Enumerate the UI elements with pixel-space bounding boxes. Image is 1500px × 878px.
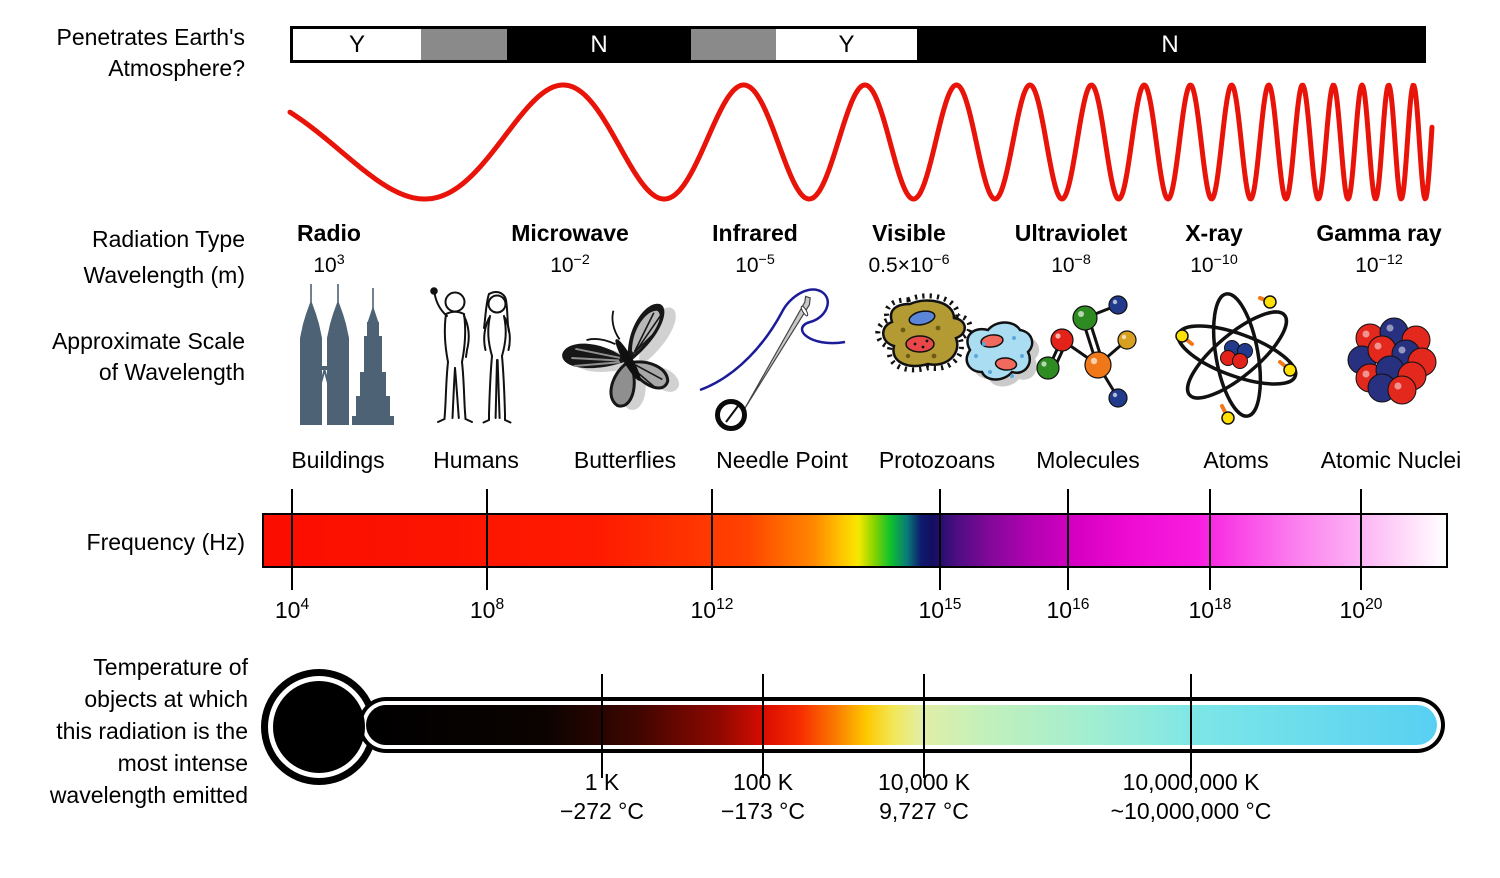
frequency-tick-7 — [1360, 489, 1362, 590]
temperature-celsius-1: −272 °C — [559, 798, 644, 824]
needle-icon — [699, 288, 846, 431]
object-label-molecules: Molecules — [1036, 447, 1140, 473]
atmosphere-segment-n1: N — [507, 29, 691, 60]
frequency-spectrum-bar — [262, 513, 1448, 568]
radiation-type-label: Radiation Type — [91, 226, 245, 252]
frequency-value-1: 104 — [274, 596, 310, 623]
frequency-tick-1 — [291, 489, 293, 590]
atmosphere-segment-gray1 — [421, 29, 507, 60]
butterfly-icon — [562, 303, 680, 410]
molecule-icon — [1036, 295, 1137, 408]
wavelength-ultraviolet: 10−8 — [1051, 252, 1091, 277]
frequency-tick-2 — [486, 489, 488, 590]
wavelength-microwave: 10−2 — [550, 252, 590, 277]
atmosphere-segment-y1: Y — [293, 29, 421, 60]
protozoans-icon — [875, 293, 1040, 387]
buildings-icon — [300, 284, 394, 425]
temperature-celsius-4: ~10,000,000 °C — [1110, 798, 1272, 824]
atom-icon — [1175, 292, 1298, 425]
band-name-gammaray: Gamma ray — [1316, 220, 1442, 246]
atmosphere-segment-gray2 — [691, 29, 776, 60]
radiation-caption: Radiation Type Wavelength (m) — [0, 221, 245, 293]
wavelength-label: Wavelength (m) — [83, 262, 245, 288]
band-name-ultraviolet: Ultraviolet — [1014, 220, 1128, 246]
wavelength-infrared: 10−5 — [735, 252, 775, 277]
scale-caption-line1: Approximate Scale — [51, 328, 245, 354]
object-label-atoms: Atoms — [1203, 447, 1269, 473]
frequency-tick-3 — [711, 489, 713, 590]
temperature-tick-2 — [762, 674, 764, 778]
band-name-infrared: Infrared — [712, 220, 798, 246]
wavelength-radio: 103 — [313, 252, 345, 277]
temperature-celsius-2: −173 °C — [720, 798, 805, 824]
frequency-value-7: 1020 — [1339, 596, 1383, 623]
atmosphere-segment-y2: Y — [776, 29, 917, 60]
frequency-tick-4 — [939, 489, 941, 590]
atmosphere-caption-line1: Penetrates Earth's — [56, 24, 246, 50]
temperature-celsius-3: 9,727 °C — [879, 798, 969, 824]
temperature-tick-1 — [601, 674, 603, 778]
frequency-value-4: 1015 — [918, 596, 962, 623]
band-name-xray: X-ray — [1185, 220, 1243, 246]
frequency-value-5: 1016 — [1046, 596, 1090, 623]
wavelength-visible: 0.5×10−6 — [868, 252, 950, 277]
em-wave — [287, 82, 1435, 202]
frequency-value-2: 108 — [469, 596, 505, 623]
scale-caption: Approximate Scale of Wavelength — [0, 326, 245, 388]
frequency-caption: Frequency (Hz) — [86, 529, 245, 555]
temperature-caption: Temperature of objects at which this rad… — [49, 654, 248, 808]
frequency-value-6: 1018 — [1188, 596, 1232, 623]
thermometer — [261, 669, 1445, 785]
temperature-tick-3 — [923, 674, 925, 778]
object-label-buildings: Buildings — [291, 447, 385, 473]
scale-icons — [300, 284, 1437, 431]
atmosphere-caption-line2: Atmosphere? — [108, 55, 245, 81]
atmosphere-bar: Y N Y N — [290, 26, 1426, 63]
object-label-humans: Humans — [433, 447, 519, 473]
band-name-microwave: Microwave — [511, 220, 629, 246]
object-label-atomic-nuclei: Atomic Nuclei — [1320, 447, 1462, 473]
scale-caption-line2: of Wavelength — [98, 359, 245, 385]
temperature-tick-4 — [1190, 674, 1192, 778]
frequency-tick-5 — [1067, 489, 1069, 590]
atmosphere-segment-n2: N — [917, 29, 1423, 60]
atmosphere-caption: Penetrates Earth's Atmosphere? — [0, 22, 246, 84]
humans-icon — [430, 287, 512, 424]
object-label-butterflies: Butterflies — [573, 447, 677, 473]
object-label-needle-point: Needle Point — [716, 447, 848, 473]
frequency-tick-6 — [1209, 489, 1211, 590]
band-name-visible: Visible — [872, 220, 946, 246]
object-label-protozoans: Protozoans — [878, 447, 996, 473]
wavelength-gammaray: 10−12 — [1355, 252, 1403, 277]
atomic-nuclei-icon — [1347, 317, 1437, 405]
wavelength-xray: 10−10 — [1190, 252, 1238, 277]
band-name-radio: Radio — [297, 220, 361, 246]
frequency-value-3: 1012 — [690, 596, 734, 623]
